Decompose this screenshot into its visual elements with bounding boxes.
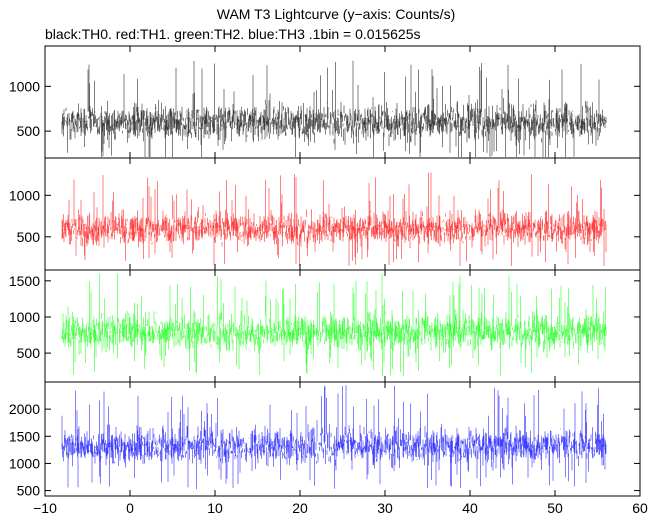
x-tick-label: 50 (547, 500, 563, 515)
x-tick-label: 0 (126, 500, 134, 515)
chart-title: WAM T3 Lightcurve (y−axis: Counts/s) (216, 6, 456, 22)
x-tick-label: −10 (33, 500, 57, 515)
y-tick-label: 1000 (9, 187, 40, 203)
y-tick-label: 1500 (9, 428, 40, 444)
series-th0 (61, 60, 607, 157)
y-tick-label: 1000 (9, 455, 40, 471)
panel-frame-th0 (44, 45, 641, 159)
panel-frame-th3 (44, 381, 641, 497)
x-tick-label: 60 (632, 500, 648, 515)
y-tick-label: 500 (17, 483, 41, 499)
series-th3 (61, 385, 607, 490)
y-tick-label: 1000 (9, 78, 40, 94)
series-th2 (61, 273, 607, 376)
x-tick-label: 20 (292, 500, 308, 515)
x-tick-label: 10 (207, 500, 223, 515)
y-tick-label: 500 (17, 345, 41, 361)
x-tick-label: 30 (377, 500, 393, 515)
chart-subtitle: black:TH0. red:TH1. green:TH2. blue:TH3 … (45, 26, 421, 42)
series-th1 (61, 172, 607, 266)
y-tick-label: 1500 (9, 273, 40, 289)
y-tick-label: 500 (17, 123, 41, 139)
y-tick-label: 500 (17, 229, 41, 245)
y-tick-label: 1000 (9, 309, 40, 325)
x-tick-label: 40 (462, 500, 478, 515)
y-tick-label: 2000 (9, 401, 40, 417)
panel-frame-th1 (44, 157, 641, 271)
